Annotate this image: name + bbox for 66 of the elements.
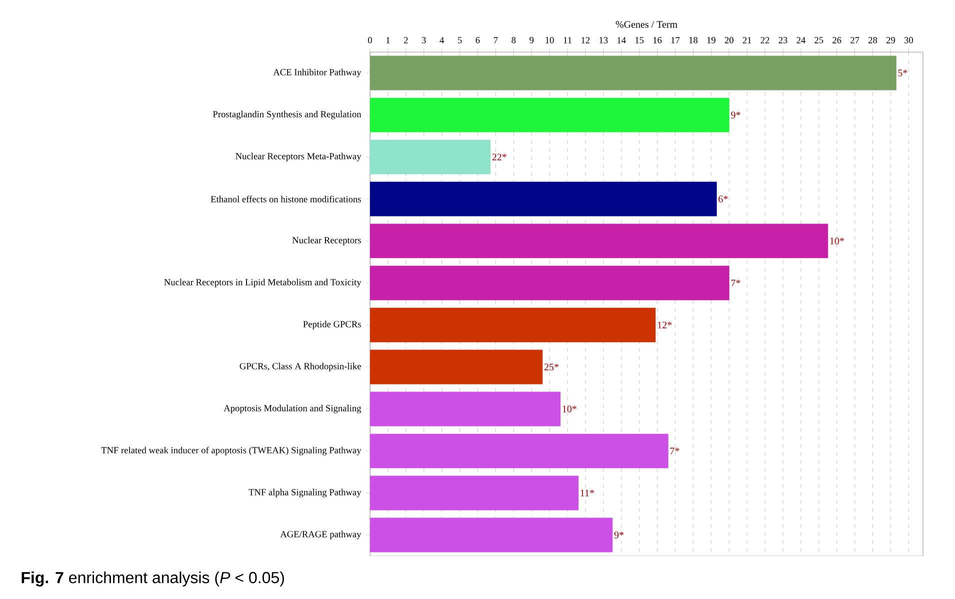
annotation: 7* — [670, 448, 680, 454]
annotation: 22* — [492, 154, 506, 160]
x-tick-label: 21 — [742, 37, 752, 44]
x-tick-label: 18 — [689, 36, 698, 44]
bar — [370, 98, 730, 132]
bar — [370, 140, 491, 174]
y-tick-label: AGE/RAGE pathway — [280, 530, 362, 540]
x-tick-label: 0 — [368, 36, 372, 44]
x-tick-label: 5 — [458, 37, 462, 44]
x-tick-label: 13 — [600, 37, 608, 44]
x-tick-label: 1 — [386, 37, 390, 44]
annotation: 6* — [718, 196, 728, 202]
x-tick-label: 29 — [886, 37, 895, 44]
x-tick-label: 12 — [582, 37, 590, 44]
bar — [370, 56, 896, 90]
text: Fig. 7 enrichment analysis (P < 0.05) — [22, 572, 284, 586]
y-tick-label: ACE Inhibitor Pathway — [273, 68, 362, 78]
x-tick-label: 9 — [530, 37, 534, 44]
y-tick-label: Peptide GPCRs — [303, 320, 361, 330]
x-axis-title: %Genes / Term — [616, 21, 678, 28]
x-tick-label: 19 — [707, 37, 716, 44]
x-tick-label: 4 — [440, 37, 444, 44]
y-tick-label: TNF alpha Signaling Pathway — [248, 488, 362, 498]
y-tick-label: Nuclear Receptors — [292, 236, 361, 246]
x-tick-label: 27 — [850, 37, 860, 44]
y-tick-label: Nuclear Receptors in Lipid Metabolism and Toxicity — [164, 278, 362, 288]
bar — [370, 392, 561, 426]
bar — [370, 434, 668, 468]
x-tick-label: 24 — [796, 37, 806, 44]
y-tick-label: Prostaglandin Synthesis and Regulation — [213, 110, 362, 120]
x-tick-label: 7 — [494, 37, 498, 44]
x-tick-label: 30 — [904, 36, 913, 44]
x-tick-label: 26 — [832, 37, 842, 44]
y-tick-label: TNF related weak inducer of apoptosis (TWEAK) Signaling Pathway — [101, 446, 362, 456]
x-tick-label: 2 — [404, 37, 408, 44]
annotation: 10* — [562, 406, 576, 412]
x-tick-label: 17 — [671, 37, 680, 44]
x-tick-label: 23 — [778, 37, 788, 44]
x-tick-label: 20 — [724, 36, 734, 44]
annotation: 12* — [658, 322, 672, 328]
annotation: 25* — [544, 364, 558, 370]
annotation: 9* — [614, 532, 624, 538]
x-tick-label: 14 — [618, 37, 626, 44]
annotation: 9* — [731, 112, 740, 118]
x-tick-label: 16 — [653, 37, 662, 44]
bar — [370, 182, 717, 216]
annotation: 7* — [731, 280, 740, 286]
x-tick-label: 22 — [760, 37, 770, 44]
annotation: 5* — [898, 70, 908, 76]
bar — [370, 224, 828, 258]
x-tick-label: 6 — [476, 37, 480, 44]
x-tick-label: 10 — [546, 36, 554, 44]
bar — [370, 476, 579, 510]
x-tick-label: 28 — [868, 36, 878, 44]
x-tick-label: 25 — [814, 37, 824, 44]
x-tick-label: 15 — [635, 37, 644, 44]
x-tick-label: 11 — [564, 37, 572, 44]
x-tick-label: 3 — [422, 37, 426, 44]
y-tick-label: GPCRs, Class A Rhodopsin-like — [240, 362, 361, 372]
annotation: 11* — [580, 490, 594, 496]
y-tick-label: Apoptosis Modulation and Signaling — [224, 404, 362, 414]
y-tick-label: Ethanol effects on histone modifications — [210, 196, 361, 202]
x-tick-label: 8 — [512, 36, 516, 44]
y-tick-label: Nuclear Receptors Meta-Pathway — [236, 152, 362, 162]
bar — [370, 266, 730, 300]
annotation: 10* — [830, 238, 844, 244]
